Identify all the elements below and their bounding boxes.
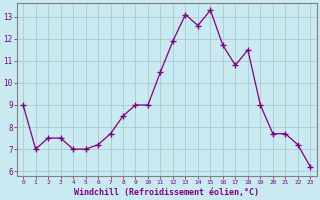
X-axis label: Windchill (Refroidissement éolien,°C): Windchill (Refroidissement éolien,°C) [74, 188, 259, 197]
